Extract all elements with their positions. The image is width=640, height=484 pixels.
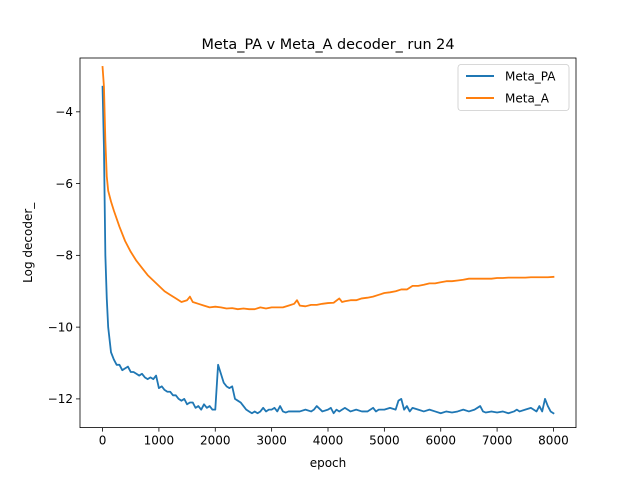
x-tick-label: 3000: [256, 434, 287, 448]
series-line-meta-a: [101, 66, 555, 311]
y-axis-ticks: −12 −10 −8 −6 −4: [48, 105, 80, 406]
y-tick-label: −4: [55, 105, 73, 119]
legend-label-meta-pa: Meta_PA: [505, 70, 556, 84]
x-tick-label: 8000: [538, 434, 569, 448]
x-tick-label: 7000: [482, 434, 513, 448]
y-tick-label: −12: [48, 392, 73, 406]
legend-label-meta-a: Meta_A: [505, 92, 550, 106]
x-tick-label: 1000: [144, 434, 175, 448]
y-tick-label: −8: [55, 249, 73, 263]
chart-title: Meta_PA v Meta_A decoder_ run 24: [202, 37, 455, 53]
y-axis-label: Log decoder_: [21, 202, 35, 283]
series-line-meta-pa: [101, 85, 555, 415]
x-tick-label: 4000: [313, 434, 344, 448]
x-tick-label: 0: [99, 434, 107, 448]
y-tick-label: −10: [48, 320, 73, 334]
x-tick-label: 5000: [369, 434, 400, 448]
legend: Meta_PA Meta_A: [457, 64, 570, 111]
x-axis-label: epoch: [310, 456, 347, 470]
x-axis-ticks: 0 1000 2000 3000 4000 5000 6000 7000 8000: [99, 427, 569, 448]
series-layer: [101, 66, 555, 415]
y-tick-label: −6: [55, 177, 73, 191]
x-tick-label: 2000: [200, 434, 231, 448]
x-tick-label: 6000: [425, 434, 456, 448]
